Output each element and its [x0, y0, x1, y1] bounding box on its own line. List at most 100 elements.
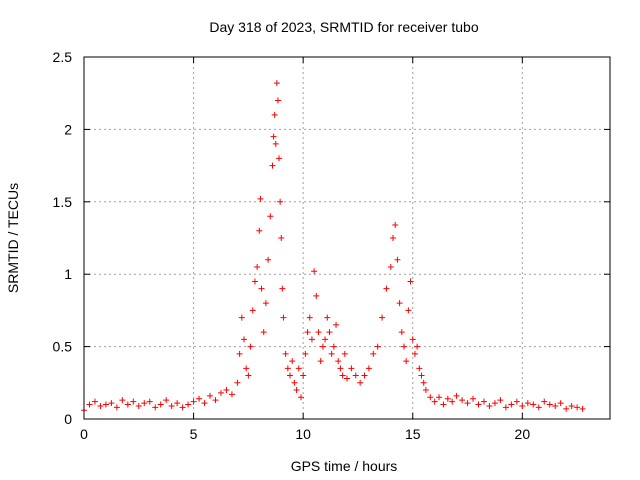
data-point [390, 235, 397, 241]
data-point [392, 221, 399, 228]
data-point [124, 401, 131, 408]
data-point [304, 329, 311, 336]
x-tick-label: 10 [295, 426, 311, 442]
data-point [135, 402, 142, 409]
data-point [119, 397, 126, 404]
y-tick-label: 0 [64, 411, 72, 427]
data-point [563, 405, 570, 412]
data-point [486, 402, 493, 409]
data-point [370, 350, 377, 357]
data-points [81, 80, 586, 414]
data-point [102, 401, 109, 408]
data-point [579, 405, 586, 412]
data-point [326, 329, 333, 336]
data-point [270, 133, 277, 140]
data-point [308, 336, 315, 343]
data-point [475, 401, 482, 408]
data-point [274, 97, 281, 104]
data-point [146, 398, 153, 405]
data-point [398, 329, 405, 336]
data-point [333, 321, 340, 328]
data-point [273, 80, 280, 87]
data-point [574, 404, 581, 411]
data-point [234, 379, 241, 386]
data-point [267, 213, 274, 220]
data-point [284, 365, 291, 372]
data-point [179, 404, 186, 411]
data-point [444, 395, 451, 402]
data-point [256, 227, 263, 234]
data-point [277, 198, 284, 205]
y-tick-labels: 0 0.5 1 1.5 2 2.5 [53, 49, 73, 427]
data-point [319, 343, 326, 350]
data-point [249, 307, 256, 314]
data-point [245, 372, 252, 379]
data-point [440, 401, 447, 408]
data-point [247, 343, 254, 350]
ticks [83, 56, 610, 420]
data-point [168, 402, 175, 409]
data-point [201, 400, 208, 407]
data-point [568, 402, 575, 409]
data-point [330, 343, 337, 350]
data-point [306, 314, 313, 321]
data-point [535, 404, 542, 411]
data-point [212, 397, 219, 404]
data-point [374, 343, 381, 350]
data-point [436, 394, 443, 401]
x-axis-label: GPS time / hours [291, 458, 398, 474]
data-point [91, 398, 98, 405]
data-point [260, 329, 267, 336]
data-point [557, 400, 564, 407]
data-point [383, 285, 390, 292]
data-point [113, 404, 120, 411]
data-point [552, 402, 559, 409]
data-point [217, 389, 224, 396]
data-point [141, 400, 148, 407]
plot-frame [83, 56, 611, 420]
data-point [341, 350, 348, 357]
data-point [297, 394, 304, 401]
data-point [315, 329, 322, 336]
x-tick-label: 0 [80, 426, 88, 442]
data-point [541, 398, 548, 405]
data-point [502, 404, 509, 411]
data-point [453, 392, 460, 399]
data-point [258, 285, 265, 292]
data-point [238, 314, 245, 321]
data-point [337, 365, 344, 372]
data-point [265, 256, 272, 263]
data-point [295, 365, 302, 372]
data-point [313, 292, 320, 299]
data-point [357, 379, 364, 386]
grid [84, 57, 610, 419]
data-point [407, 278, 414, 285]
data-point [282, 350, 289, 357]
data-point [293, 387, 300, 394]
data-point [157, 401, 164, 408]
y-tick-label: 2.5 [53, 49, 73, 65]
data-point [344, 375, 350, 382]
data-point [352, 372, 359, 379]
data-point [311, 268, 318, 275]
data-point [251, 278, 258, 285]
data-point [322, 336, 329, 343]
y-axis-label: SRMTID / TECUs [5, 183, 21, 293]
x-tick-label: 5 [190, 426, 198, 442]
data-point [414, 343, 421, 350]
data-point [185, 401, 192, 408]
data-point [396, 300, 403, 307]
data-point [339, 372, 346, 379]
data-point [228, 391, 235, 398]
data-point [530, 401, 537, 408]
chart-title: Day 318 of 2023, SRMTID for receiver tub… [209, 19, 478, 35]
data-point [416, 365, 423, 372]
data-point [276, 155, 283, 162]
data-point [257, 195, 264, 202]
y-tick-label: 2 [64, 121, 72, 137]
data-point [97, 402, 104, 409]
data-point [348, 365, 355, 372]
data-point [130, 398, 137, 405]
data-point [278, 235, 285, 241]
